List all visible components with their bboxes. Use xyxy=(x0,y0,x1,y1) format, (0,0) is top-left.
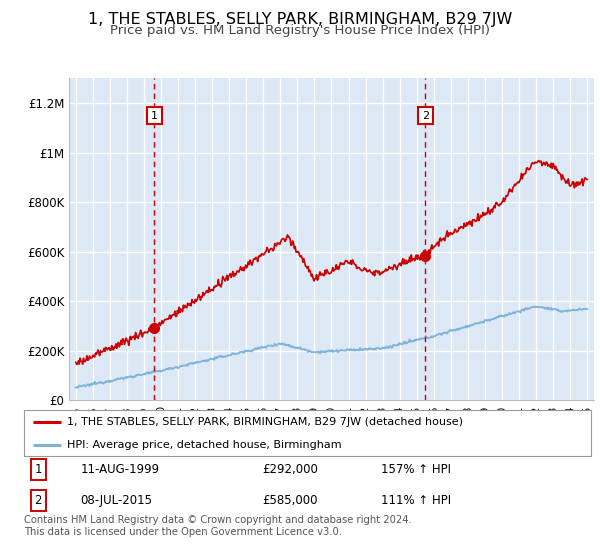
Text: 2: 2 xyxy=(422,110,429,120)
Text: 157% ↑ HPI: 157% ↑ HPI xyxy=(381,463,451,476)
Text: 111% ↑ HPI: 111% ↑ HPI xyxy=(381,494,451,507)
Text: 1, THE STABLES, SELLY PARK, BIRMINGHAM, B29 7JW: 1, THE STABLES, SELLY PARK, BIRMINGHAM, … xyxy=(88,12,512,27)
Text: £585,000: £585,000 xyxy=(262,494,317,507)
Text: HPI: Average price, detached house, Birmingham: HPI: Average price, detached house, Birm… xyxy=(67,440,341,450)
Text: Contains HM Land Registry data © Crown copyright and database right 2024.
This d: Contains HM Land Registry data © Crown c… xyxy=(24,515,412,537)
Text: 1: 1 xyxy=(151,110,158,120)
Text: 1: 1 xyxy=(34,463,42,476)
Text: 08-JUL-2015: 08-JUL-2015 xyxy=(80,494,152,507)
Text: 11-AUG-1999: 11-AUG-1999 xyxy=(80,463,160,476)
Text: 1, THE STABLES, SELLY PARK, BIRMINGHAM, B29 7JW (detached house): 1, THE STABLES, SELLY PARK, BIRMINGHAM, … xyxy=(67,417,463,427)
Text: £292,000: £292,000 xyxy=(262,463,318,476)
Text: 2: 2 xyxy=(34,494,42,507)
Text: Price paid vs. HM Land Registry's House Price Index (HPI): Price paid vs. HM Land Registry's House … xyxy=(110,24,490,36)
